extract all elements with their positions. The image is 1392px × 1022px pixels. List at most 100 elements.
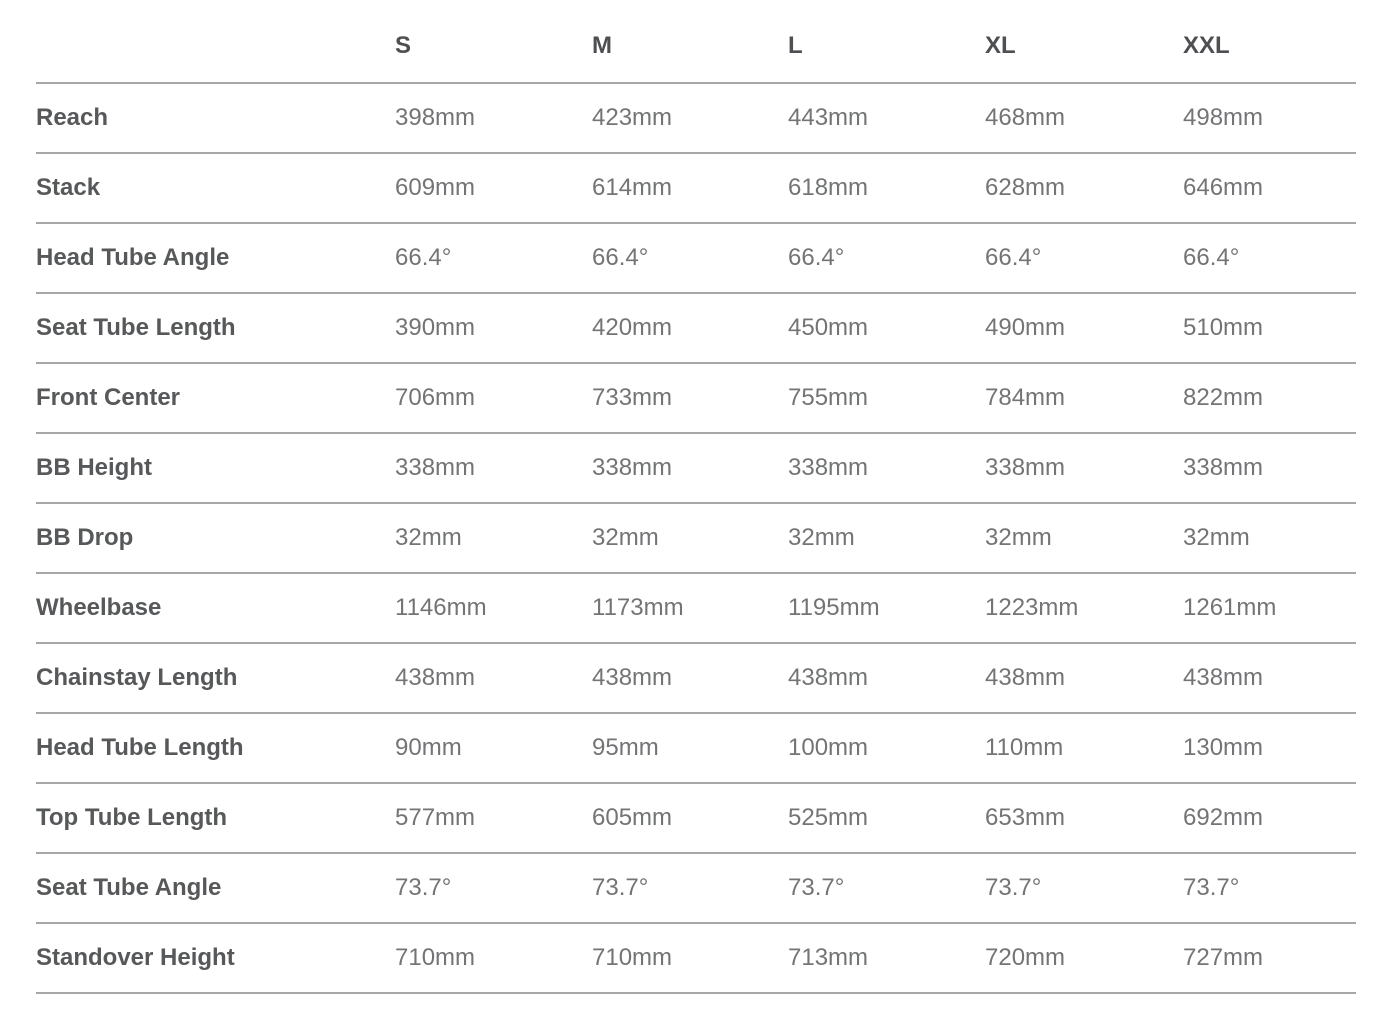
value-cell: 423mm (592, 83, 788, 154)
column-header-m: M (592, 0, 788, 84)
row-label: Front Center (36, 363, 395, 434)
column-header-s: S (395, 0, 592, 84)
value-cell: 710mm (395, 923, 592, 994)
row-label: Top Tube Length (36, 783, 395, 854)
table-row: Stack 609mm 614mm 618mm 628mm 646mm (36, 153, 1356, 224)
table-row: Standover Height 710mm 710mm 713mm 720mm 727m… (36, 923, 1356, 994)
row-label: Seat Tube Length (36, 293, 395, 364)
value-cell: 1146mm (395, 573, 592, 644)
value-cell: 822mm (1183, 363, 1356, 434)
table-row: BB Height 338mm 338mm 338mm 338mm 338mm (36, 433, 1356, 504)
value-cell: 653mm (985, 783, 1183, 854)
value-cell: 727mm (1183, 923, 1356, 994)
value-cell: 1223mm (985, 573, 1183, 644)
value-cell: 438mm (788, 643, 985, 714)
value-cell: 609mm (395, 153, 592, 224)
value-cell: 490mm (985, 293, 1183, 364)
value-cell: 32mm (592, 503, 788, 574)
row-label: Head Tube Length (36, 713, 395, 784)
value-cell: 710mm (592, 923, 788, 994)
value-cell: 438mm (395, 643, 592, 714)
table-body: Reach 398mm 423mm 443mm 468mm 498mm Stack 609mm… (36, 83, 1356, 994)
value-cell: 438mm (985, 643, 1183, 714)
value-cell: 73.7° (395, 853, 592, 924)
value-cell: 443mm (788, 83, 985, 154)
value-cell: 32mm (788, 503, 985, 574)
row-label: Stack (36, 153, 395, 224)
value-cell: 32mm (985, 503, 1183, 574)
table-row: Front Center 706mm 733mm 755mm 784mm 822mm (36, 363, 1356, 434)
geometry-table: S M L XL XXL Reach 398mm 423mm 443mm 468mm 49… (36, 0, 1356, 994)
row-label: Reach (36, 83, 395, 154)
value-cell: 1195mm (788, 573, 985, 644)
value-cell: 66.4° (1183, 223, 1356, 294)
value-cell: 438mm (592, 643, 788, 714)
value-cell: 1261mm (1183, 573, 1356, 644)
value-cell: 73.7° (985, 853, 1183, 924)
value-cell: 577mm (395, 783, 592, 854)
value-cell: 438mm (1183, 643, 1356, 714)
table-row: Chainstay Length 438mm 438mm 438mm 438mm 438m… (36, 643, 1356, 714)
row-label: BB Drop (36, 503, 395, 574)
value-cell: 733mm (592, 363, 788, 434)
value-cell: 110mm (985, 713, 1183, 784)
table-row: Top Tube Length 577mm 605mm 525mm 653mm 692mm (36, 783, 1356, 854)
row-label: Chainstay Length (36, 643, 395, 714)
column-header-l: L (788, 0, 985, 84)
value-cell: 338mm (1183, 433, 1356, 504)
value-cell: 525mm (788, 783, 985, 854)
value-cell: 420mm (592, 293, 788, 364)
value-cell: 1173mm (592, 573, 788, 644)
value-cell: 32mm (395, 503, 592, 574)
value-cell: 32mm (1183, 503, 1356, 574)
value-cell: 692mm (1183, 783, 1356, 854)
value-cell: 95mm (592, 713, 788, 784)
value-cell: 338mm (395, 433, 592, 504)
value-cell: 73.7° (1183, 853, 1356, 924)
value-cell: 605mm (592, 783, 788, 854)
value-cell: 66.4° (395, 223, 592, 294)
value-cell: 498mm (1183, 83, 1356, 154)
value-cell: 398mm (395, 83, 592, 154)
column-header-blank (36, 0, 395, 84)
value-cell: 646mm (1183, 153, 1356, 224)
row-label: Seat Tube Angle (36, 853, 395, 924)
table-row: Head Tube Length 90mm 95mm 100mm 110mm 130mm (36, 713, 1356, 784)
value-cell: 390mm (395, 293, 592, 364)
value-cell: 73.7° (788, 853, 985, 924)
value-cell: 338mm (788, 433, 985, 504)
value-cell: 713mm (788, 923, 985, 994)
value-cell: 784mm (985, 363, 1183, 434)
value-cell: 66.4° (592, 223, 788, 294)
value-cell: 614mm (592, 153, 788, 224)
column-header-xxl: XXL (1183, 0, 1356, 84)
value-cell: 510mm (1183, 293, 1356, 364)
value-cell: 618mm (788, 153, 985, 224)
row-label: Standover Height (36, 923, 395, 994)
value-cell: 468mm (985, 83, 1183, 154)
table-row: Wheelbase 1146mm 1173mm 1195mm 1223mm 1261mm (36, 573, 1356, 644)
row-label: Wheelbase (36, 573, 395, 644)
table-row: Head Tube Angle 66.4° 66.4° 66.4° 66.4° 66.4° (36, 223, 1356, 294)
value-cell: 66.4° (788, 223, 985, 294)
row-label: Head Tube Angle (36, 223, 395, 294)
value-cell: 628mm (985, 153, 1183, 224)
row-label: BB Height (36, 433, 395, 504)
value-cell: 66.4° (985, 223, 1183, 294)
header-row: S M L XL XXL (36, 0, 1356, 84)
value-cell: 755mm (788, 363, 985, 434)
value-cell: 720mm (985, 923, 1183, 994)
value-cell: 706mm (395, 363, 592, 434)
value-cell: 90mm (395, 713, 592, 784)
value-cell: 130mm (1183, 713, 1356, 784)
table-row: BB Drop 32mm 32mm 32mm 32mm 32mm (36, 503, 1356, 574)
value-cell: 100mm (788, 713, 985, 784)
table-row: Reach 398mm 423mm 443mm 468mm 498mm (36, 83, 1356, 154)
value-cell: 338mm (592, 433, 788, 504)
column-header-xl: XL (985, 0, 1183, 84)
value-cell: 450mm (788, 293, 985, 364)
table-row: Seat Tube Angle 73.7° 73.7° 73.7° 73.7° 73.7° (36, 853, 1356, 924)
value-cell: 73.7° (592, 853, 788, 924)
table-row: Seat Tube Length 390mm 420mm 450mm 490mm 510m… (36, 293, 1356, 364)
